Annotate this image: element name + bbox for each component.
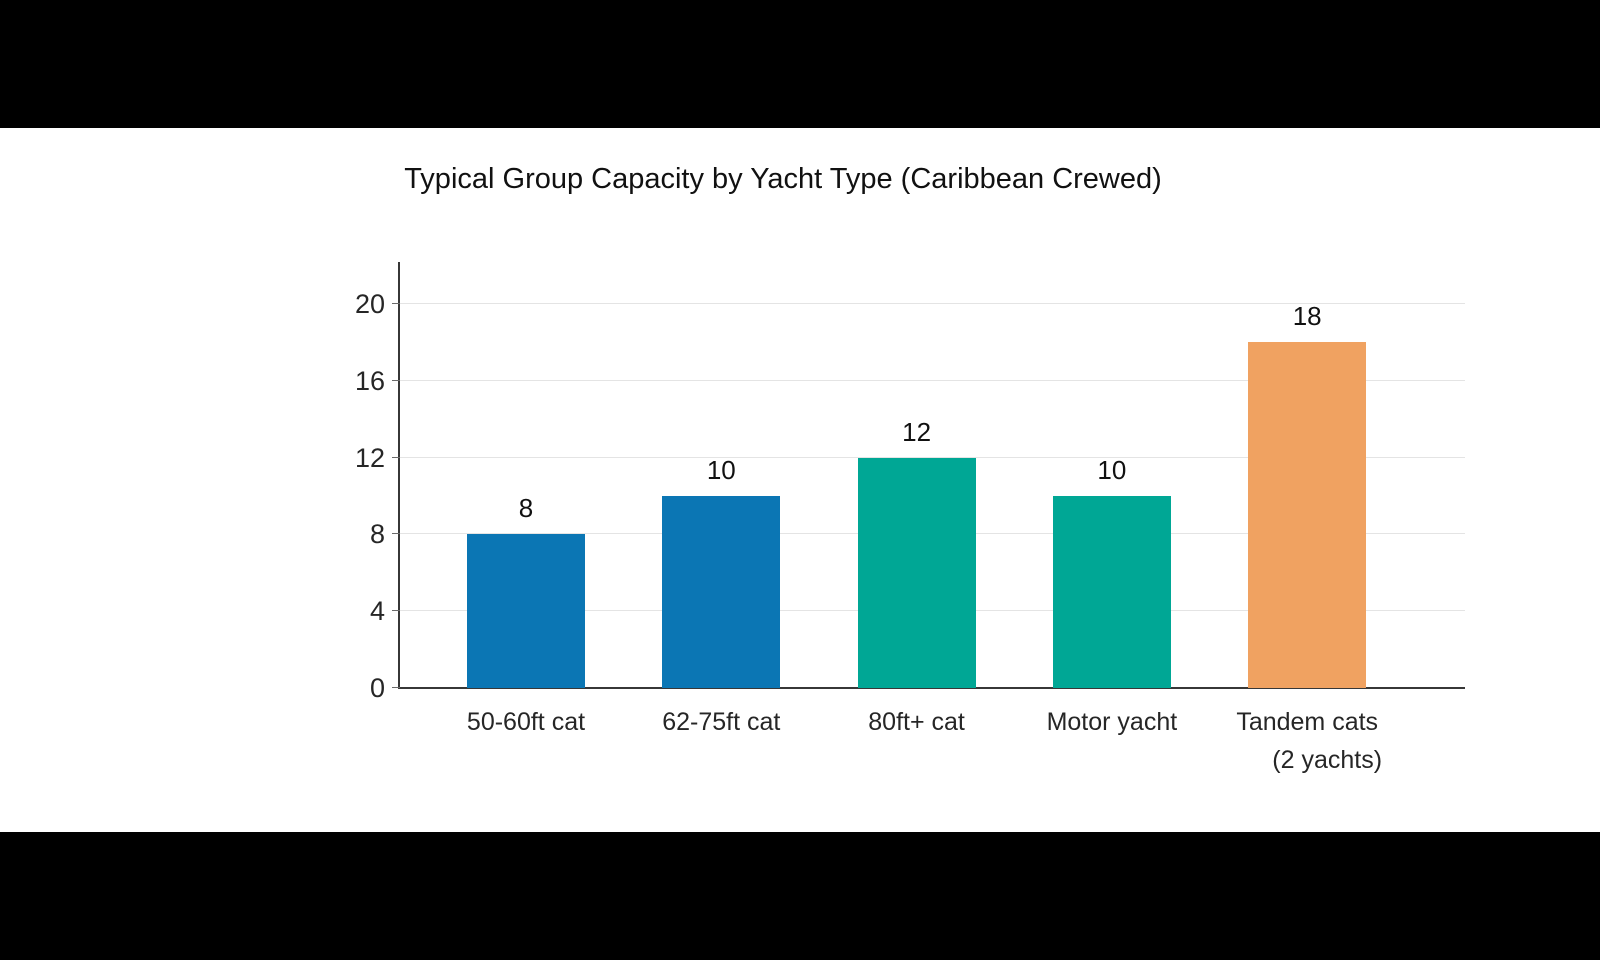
y-tick-mark-0 bbox=[392, 687, 400, 688]
y-axis-line bbox=[398, 262, 400, 689]
letterbox-bottom bbox=[0, 832, 1600, 960]
x-tick-label-text: 62-75ft cat bbox=[662, 708, 781, 736]
x-tick-label-1: 50-60ft cat bbox=[406, 703, 646, 741]
y-tick-label-12: 12 bbox=[354, 442, 385, 473]
y-tick-label-0: 0 bbox=[369, 673, 385, 703]
x-tick-label-5: Tandem cats (2 yachts) bbox=[1187, 703, 1427, 779]
bar-1 bbox=[467, 534, 585, 688]
x-tick-label-4: Motor yacht bbox=[992, 703, 1232, 741]
y-tick-mark-20 bbox=[392, 303, 400, 304]
y-tick-mark-4 bbox=[392, 610, 400, 612]
bar-4 bbox=[1052, 496, 1171, 688]
y-tick-mark-12 bbox=[392, 456, 400, 458]
bar-value-label-5: 18 bbox=[1292, 301, 1322, 332]
x-tick-sublabel-text: (2 yachts) bbox=[1272, 746, 1383, 774]
chart-canvas: Typical Group Capacity by Yacht Type (Ca… bbox=[0, 128, 1600, 832]
bar-value-label-4: 10 bbox=[1097, 455, 1127, 485]
x-axis-line bbox=[400, 687, 1465, 689]
x-tick-label-text: 50-60ft cat bbox=[466, 708, 586, 736]
bar-value-label-2: 10 bbox=[706, 455, 736, 485]
gridline-y-12 bbox=[400, 456, 1465, 458]
y-tick-label-8: 8 bbox=[369, 519, 385, 550]
bar-2 bbox=[662, 496, 781, 688]
chart-title: Typical Group Capacity by Yacht Type (Ca… bbox=[404, 163, 1162, 195]
letterbox-top bbox=[0, 0, 1600, 128]
y-tick-mark-16 bbox=[392, 379, 400, 381]
x-tick-label-text: Motor yacht bbox=[1046, 708, 1178, 736]
y-tick-label-20: 20 bbox=[354, 289, 385, 319]
y-tick-mark-8 bbox=[392, 533, 400, 535]
y-tick-label-16: 16 bbox=[354, 365, 385, 396]
x-tick-label-text: 80ft+ cat bbox=[868, 708, 965, 736]
bar-value-label-1: 8 bbox=[518, 493, 534, 524]
gridline-y-16 bbox=[400, 379, 1465, 381]
x-tick-label-text: Tandem cats bbox=[1236, 708, 1379, 736]
x-tick-label-2: 62-75ft cat bbox=[601, 703, 841, 741]
plot-area: 0 4 8 12 16 20 8 50-60ft cat 10 62-75ft cat 12 80ft… bbox=[355, 262, 1465, 774]
x-tick-label-3: 80ft+ cat bbox=[797, 703, 1037, 741]
bar-value-label-3: 12 bbox=[902, 416, 932, 447]
bar-5 bbox=[1248, 342, 1367, 688]
bar-3 bbox=[857, 457, 976, 688]
gridline-y-20 bbox=[400, 303, 1465, 304]
y-tick-label-4: 4 bbox=[369, 596, 385, 627]
